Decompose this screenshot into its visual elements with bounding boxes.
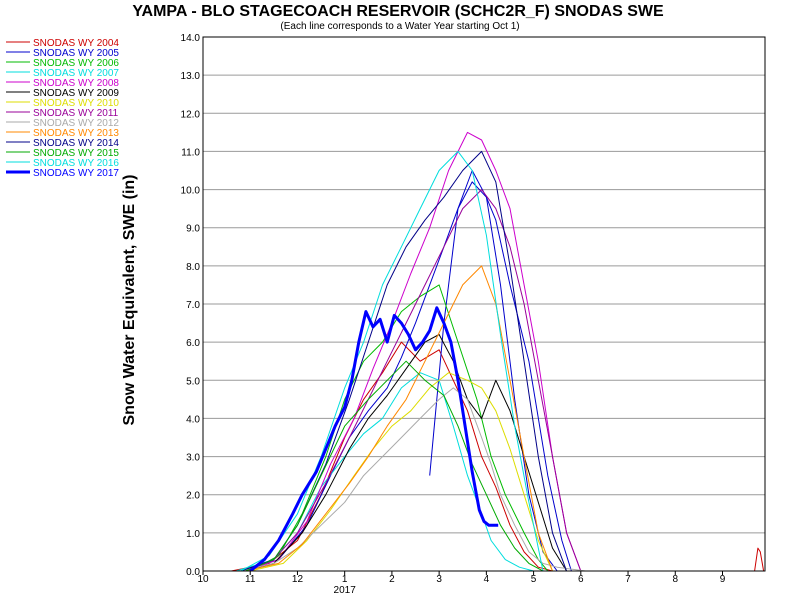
series-line bbox=[240, 189, 582, 571]
y-tick-label: 11.0 bbox=[181, 147, 200, 158]
y-tick-label: 8.0 bbox=[186, 262, 200, 273]
legend-entry: SNODAS WY 2008 bbox=[33, 78, 119, 89]
series-line-extra bbox=[429, 170, 572, 571]
series-line bbox=[235, 372, 534, 571]
y-tick-label: 12.0 bbox=[181, 109, 201, 120]
legend-entry: SNODAS WY 2006 bbox=[33, 58, 119, 69]
y-tick-label: 10.0 bbox=[181, 186, 201, 197]
plot-area: 0.01.02.03.04.05.06.07.08.09.010.011.012… bbox=[181, 33, 766, 596]
x-tick-label: 3 bbox=[436, 574, 442, 585]
y-tick-label: 9.0 bbox=[186, 224, 200, 235]
x-tick-label: 1 bbox=[342, 574, 348, 585]
series-line bbox=[245, 360, 544, 571]
y-tick-label: 5.0 bbox=[186, 376, 200, 387]
y-tick-label: 0.0 bbox=[186, 567, 200, 578]
y-axis-label: Snow Water Equivalent, SWE (in) bbox=[121, 175, 138, 426]
legend-entry: SNODAS WY 2007 bbox=[33, 68, 119, 79]
series-line bbox=[245, 265, 553, 571]
x-tick-label: 5 bbox=[531, 574, 537, 585]
series-line-extra bbox=[754, 547, 765, 571]
y-tick-label: 2.0 bbox=[186, 491, 200, 502]
legend-entry: SNODAS WY 2009 bbox=[33, 88, 119, 99]
y-tick-label: 13.0 bbox=[181, 71, 201, 82]
plot-frame bbox=[202, 36, 766, 572]
legend-entry: SNODAS WY 2014 bbox=[33, 138, 119, 149]
series-line bbox=[245, 131, 582, 571]
legend-entry: SNODAS WY 2017 bbox=[33, 168, 119, 179]
x-tick-label: 8 bbox=[672, 574, 678, 585]
legend-entry: SNODAS WY 2015 bbox=[33, 148, 119, 159]
legend-entry: SNODAS WY 2012 bbox=[33, 118, 119, 129]
y-tick-label: 6.0 bbox=[186, 338, 200, 349]
y-tick-label: 4.0 bbox=[186, 414, 200, 425]
chart-title: YAMPA - BLO STAGECOACH RESERVOIR (SCHC2R… bbox=[132, 3, 664, 20]
y-tick-label: 3.0 bbox=[186, 453, 200, 464]
chart-subtitle: (Each line corresponds to a Water Year s… bbox=[280, 21, 519, 32]
legend-entry: SNODAS WY 2011 bbox=[33, 108, 119, 119]
series-line bbox=[249, 284, 549, 571]
x-year-label: 2017 bbox=[334, 585, 357, 596]
x-tick-label: 7 bbox=[625, 574, 631, 585]
legend-entry: SNODAS WY 2010 bbox=[33, 98, 119, 109]
series-line bbox=[250, 372, 553, 571]
x-tick-label: 4 bbox=[484, 574, 490, 585]
legend-entry: SNODAS WY 2005 bbox=[33, 48, 119, 59]
legend-entry: SNODAS WY 2013 bbox=[33, 128, 119, 139]
x-tick-label: 12 bbox=[292, 574, 304, 585]
series-line bbox=[245, 334, 568, 571]
y-tick-label: 14.0 bbox=[181, 33, 201, 44]
x-tick-label: 9 bbox=[720, 574, 726, 585]
legend-entry: SNODAS WY 2004 bbox=[33, 38, 119, 49]
legend-entry: SNODAS WY 2016 bbox=[33, 158, 119, 169]
x-tick-label: 11 bbox=[245, 574, 256, 585]
series-line bbox=[240, 150, 568, 571]
series-line bbox=[231, 341, 553, 571]
series-line-highlight bbox=[249, 306, 499, 571]
y-tick-label: 7.0 bbox=[186, 300, 200, 311]
series-line bbox=[240, 387, 586, 571]
y-tick-label: 1.0 bbox=[186, 529, 200, 540]
x-tick-label: 6 bbox=[578, 574, 584, 585]
series-group bbox=[231, 131, 765, 571]
x-tick-label: 2 bbox=[389, 574, 395, 585]
x-tick-label: 10 bbox=[197, 574, 209, 585]
